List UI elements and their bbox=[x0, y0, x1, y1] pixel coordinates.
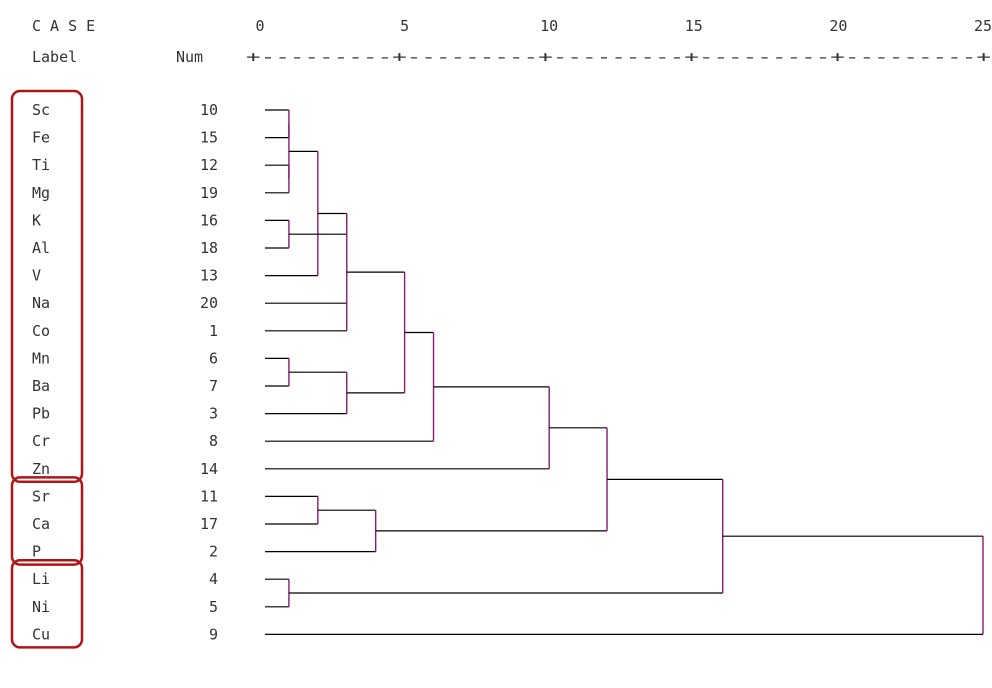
case-number: 15 bbox=[200, 129, 218, 147]
case-label: Cr bbox=[32, 432, 50, 450]
chart-header: C A S E Label Num +---------+---------+-… bbox=[32, 17, 991, 66]
case-label: Li bbox=[32, 570, 50, 588]
case-number: 2 bbox=[209, 543, 218, 561]
case-labels: Sc Fe Ti Mg K Al V Na Co Mn Ba Pb Cr Zn Sr Ca P Li Ni Cu bbox=[32, 101, 50, 643]
case-label: Ni bbox=[32, 598, 50, 616]
case-number: 10 bbox=[200, 101, 218, 119]
case-number: 17 bbox=[200, 515, 218, 533]
case-label: Cu bbox=[32, 625, 50, 643]
x-axis-ticks: 0 5 10 15 20 25 bbox=[255, 17, 992, 35]
case-title: C A S E bbox=[32, 17, 95, 35]
case-label: Co bbox=[32, 322, 50, 340]
case-label: Ti bbox=[32, 156, 50, 174]
case-label: Ca bbox=[32, 515, 50, 533]
dendrogram-links bbox=[265, 109, 984, 636]
scale-ruler: +---------+---------+---------+---------… bbox=[246, 48, 991, 66]
case-number: 3 bbox=[209, 405, 218, 423]
case-label: Zn bbox=[32, 460, 50, 478]
case-label: V bbox=[32, 267, 41, 285]
case-number: 9 bbox=[209, 625, 218, 643]
case-number: 6 bbox=[209, 349, 218, 367]
label-column-header: Label bbox=[32, 48, 77, 66]
num-column-header: Num bbox=[176, 48, 203, 66]
x-tick-label: 5 bbox=[400, 17, 409, 35]
x-tick-label: 25 bbox=[974, 17, 992, 35]
case-number: 7 bbox=[209, 377, 218, 395]
case-number: 12 bbox=[200, 156, 218, 174]
case-label: Pb bbox=[32, 405, 50, 423]
case-number: 14 bbox=[200, 460, 218, 478]
case-label: Mn bbox=[32, 349, 50, 367]
case-label: Sr bbox=[32, 487, 50, 505]
case-number: 5 bbox=[209, 598, 218, 616]
case-number: 1 bbox=[209, 322, 218, 340]
case-number: 13 bbox=[200, 267, 218, 285]
case-label: Ba bbox=[32, 377, 50, 395]
case-label: Mg bbox=[32, 184, 50, 202]
group-boxes bbox=[10, 89, 84, 649]
cluster-group-box bbox=[10, 89, 84, 484]
case-number: 19 bbox=[200, 184, 218, 202]
case-number: 16 bbox=[200, 211, 218, 229]
case-label: K bbox=[32, 211, 41, 229]
case-number: 20 bbox=[200, 294, 218, 312]
case-number: 8 bbox=[209, 432, 218, 450]
cluster-group-box bbox=[10, 476, 84, 566]
case-label: Sc bbox=[32, 101, 50, 119]
case-label: Al bbox=[32, 239, 50, 257]
x-tick-label: 10 bbox=[540, 17, 558, 35]
case-label: Fe bbox=[32, 129, 50, 147]
case-number: 4 bbox=[209, 570, 218, 588]
case-label: Na bbox=[32, 294, 50, 312]
x-tick-label: 15 bbox=[685, 17, 703, 35]
x-tick-label: 0 bbox=[255, 17, 264, 35]
cluster-group-box bbox=[10, 558, 84, 649]
x-tick-label: 20 bbox=[829, 17, 847, 35]
case-label: P bbox=[32, 543, 41, 561]
case-number: 18 bbox=[200, 239, 218, 257]
case-number: 11 bbox=[200, 487, 218, 505]
